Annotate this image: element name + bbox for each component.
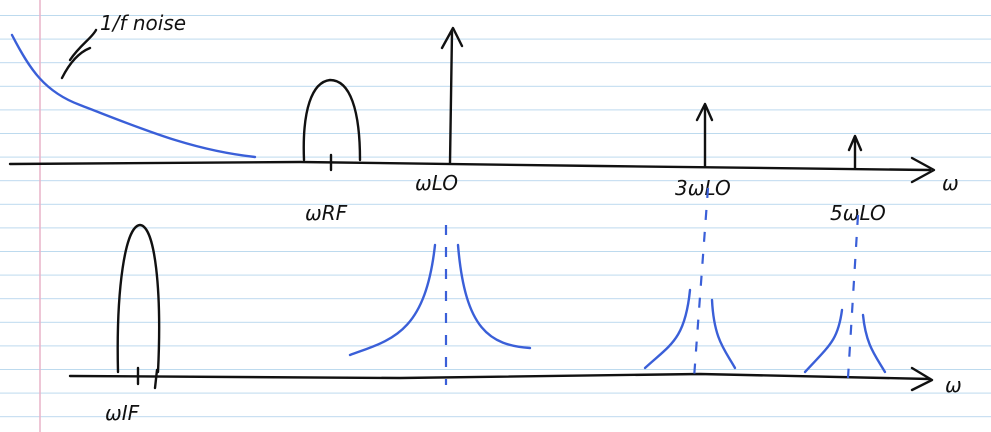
note-page: 1/f noise ωRF ωLO 3ωLO 5ωLO ω ωIF ω	[0, 0, 991, 432]
axis-top-label: ω	[942, 171, 959, 195]
axis-bottom-label: ω	[945, 373, 962, 397]
lo-label: ωLO	[415, 171, 458, 195]
rf-label: ωRF	[305, 201, 348, 225]
noise-label: 1/f noise	[100, 11, 186, 35]
if-label: ωIF	[105, 401, 140, 425]
lo3-label: 3ωLO	[675, 176, 731, 200]
